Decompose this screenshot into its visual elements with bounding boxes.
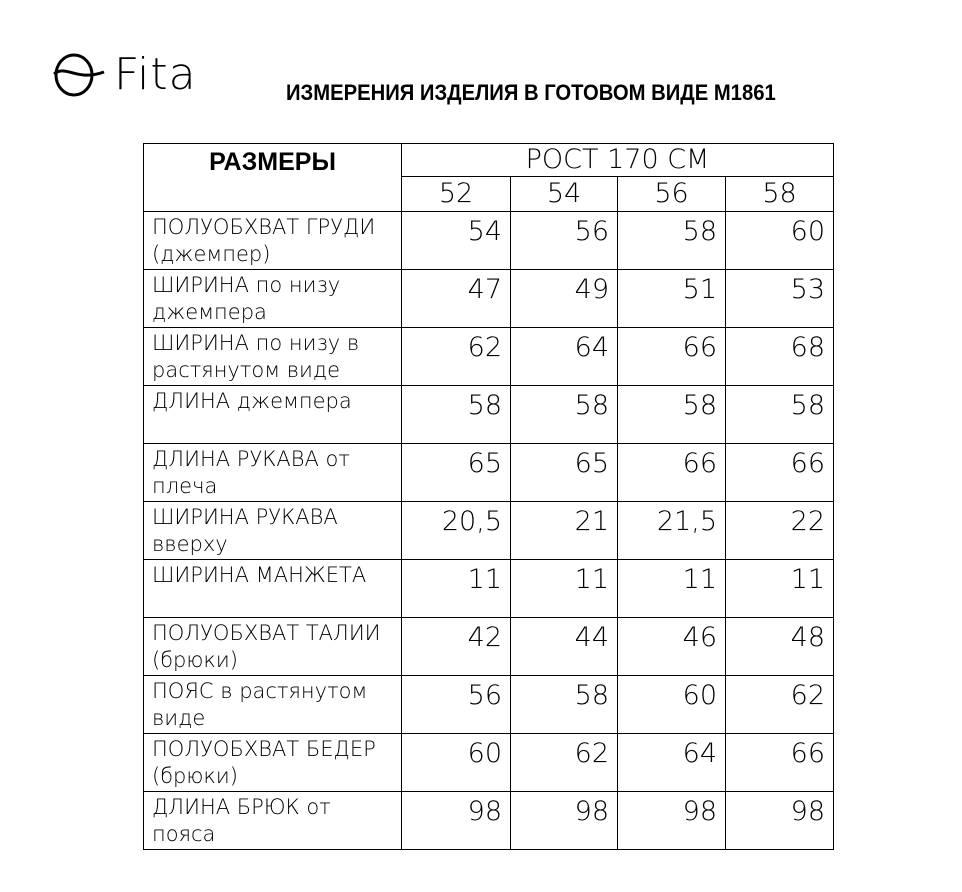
size-header: 58	[725, 176, 834, 212]
measurement-value: 60	[725, 211, 834, 270]
measurement-value: 58	[510, 385, 618, 444]
measurement-value: 98	[725, 791, 834, 850]
table-row: ШИРИНА по низу джемпера 47 49 51 53	[143, 269, 834, 328]
measurement-label: ПОЛУОБХВАТ БЕДЕР (брюки)	[143, 733, 402, 792]
measurement-value: 62	[510, 733, 618, 792]
measurement-value: 53	[725, 269, 834, 328]
fita-logo-icon	[53, 53, 105, 97]
measurement-label: ПОЯС в растянутом виде	[143, 675, 402, 734]
measurement-value: 47	[401, 269, 511, 328]
measurement-value: 66	[617, 443, 726, 502]
size-header: 56	[617, 176, 726, 212]
measurement-label: ДЛИНА РУКАВА от плеча	[143, 443, 402, 502]
measurement-value: 58	[725, 385, 834, 444]
measurement-value: 64	[617, 733, 726, 792]
measurement-value: 22	[725, 501, 834, 560]
brand-name: Fita	[114, 49, 197, 100]
measurement-value: 66	[617, 327, 726, 386]
table-row: ПОЛУОБХВАТ ТАЛИИ (брюки) 42 44 46 48	[143, 617, 834, 676]
measurement-value: 65	[510, 443, 618, 502]
size-header: 54	[510, 176, 618, 212]
measurement-value: 98	[617, 791, 726, 850]
measurement-label: ДЛИНА БРЮК от пояса	[143, 791, 402, 850]
table-row: ДЛИНА БРЮК от пояса 98 98 98 98	[143, 791, 834, 850]
brand-logo: Fita	[52, 52, 197, 98]
measurement-value: 60	[401, 733, 511, 792]
size-header: 52	[401, 176, 511, 212]
measurement-value: 68	[725, 327, 834, 386]
measurement-value: 58	[617, 211, 726, 270]
measurement-label: ДЛИНА джемпера	[143, 385, 402, 444]
measurement-value: 11	[617, 559, 726, 618]
page-title: ИЗМЕРЕНИЯ ИЗДЕЛИЯ В ГОТОВОМ ВИДЕ М1861	[286, 80, 776, 105]
table-row: ШИРИНА по низу в растянутом виде 62 64 66 68	[143, 327, 834, 386]
measurement-value: 44	[510, 617, 618, 676]
measurement-label: ШИРИНА РУКАВА вверху	[143, 501, 402, 560]
measurement-value: 21	[510, 501, 618, 560]
measurement-value: 58	[401, 385, 511, 444]
measurement-label: ШИРИНА по низу джемпера	[143, 269, 402, 328]
measurement-value: 98	[401, 791, 511, 850]
measurement-value: 20,5	[401, 501, 511, 560]
table-row: ДЛИНА джемпера 58 58 58 58	[143, 385, 834, 444]
measurement-value: 54	[401, 211, 511, 270]
measurement-label: ШИРИНА МАНЖЕТА	[143, 559, 402, 618]
measurement-value: 66	[725, 443, 834, 502]
measurement-value: 21,5	[617, 501, 726, 560]
header-height-group: РОСТ 170 СМ	[401, 143, 834, 177]
table-row: ШИРИНА МАНЖЕТА 11 11 11 11	[143, 559, 834, 618]
measurement-value: 11	[510, 559, 618, 618]
measurement-value: 56	[510, 211, 618, 270]
measurement-label: ПОЛУОБХВАТ ТАЛИИ (брюки)	[143, 617, 402, 676]
measurement-label: ПОЛУОБХВАТ ГРУДИ (джемпер)	[143, 211, 402, 270]
measurement-value: 98	[510, 791, 618, 850]
measurement-value: 60	[617, 675, 726, 734]
measurement-value: 11	[401, 559, 511, 618]
measurement-value: 42	[401, 617, 511, 676]
measurement-value: 49	[510, 269, 618, 328]
measurement-value: 46	[617, 617, 726, 676]
measurement-value: 66	[725, 733, 834, 792]
measurement-value: 58	[510, 675, 618, 734]
measurement-value: 51	[617, 269, 726, 328]
table-row: ПОЛУОБХВАТ ГРУДИ (джемпер) 54 56 58 60	[143, 211, 834, 270]
table-row: ПОЛУОБХВАТ БЕДЕР (брюки) 60 62 64 66	[143, 733, 834, 792]
measurement-value: 62	[725, 675, 834, 734]
table-row: ШИРИНА РУКАВА вверху 20,5 21 21,5 22	[143, 501, 834, 560]
measurement-value: 58	[617, 385, 726, 444]
measurement-value: 11	[725, 559, 834, 618]
measurement-value: 48	[725, 617, 834, 676]
table-row: ДЛИНА РУКАВА от плеча 65 65 66 66	[143, 443, 834, 502]
measurement-value: 64	[510, 327, 618, 386]
measurement-value: 62	[401, 327, 511, 386]
size-table: РАЗМЕРЫ РОСТ 170 СМ 52 54 56 58 ПОЛУОБХВ…	[143, 143, 834, 850]
table-row: ПОЯС в растянутом виде 56 58 60 62	[143, 675, 834, 734]
header-sizes: РАЗМЕРЫ	[143, 143, 402, 212]
measurement-value: 65	[401, 443, 511, 502]
measurement-label: ШИРИНА по низу в растянутом виде	[143, 327, 402, 386]
measurement-value: 56	[401, 675, 511, 734]
